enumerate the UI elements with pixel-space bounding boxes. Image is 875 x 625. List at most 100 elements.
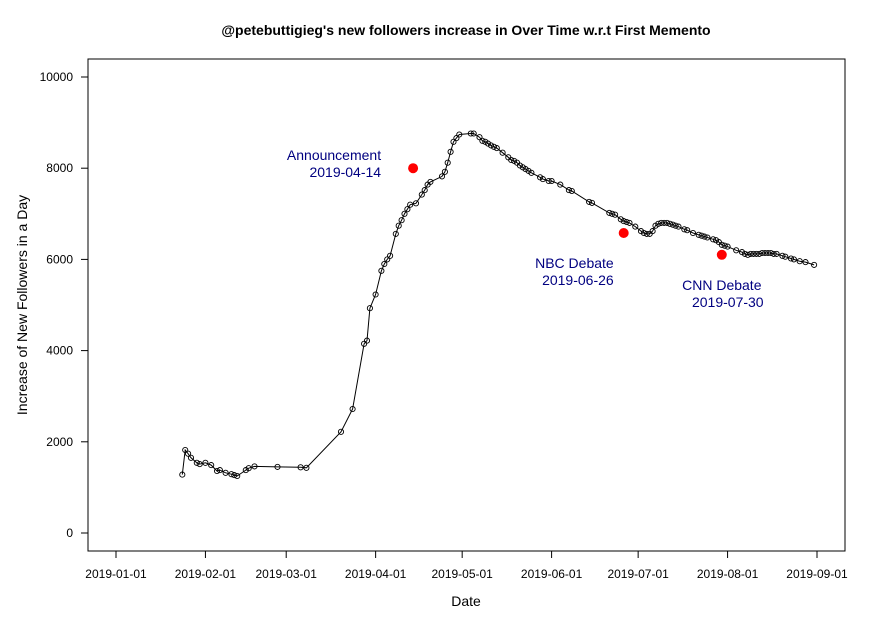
data-point xyxy=(588,199,596,206)
data-point xyxy=(796,258,803,265)
data-point xyxy=(695,231,702,238)
annotation-label: NBC Debate xyxy=(535,255,614,271)
data-point xyxy=(363,337,371,344)
x-tick-label: 2019-06-01 xyxy=(521,567,583,581)
data-point xyxy=(612,211,619,218)
x-tick-label: 2019-03-01 xyxy=(256,567,318,581)
data-point xyxy=(234,472,241,480)
data-point xyxy=(387,252,394,259)
data-point xyxy=(721,242,728,249)
data-point xyxy=(756,250,763,257)
data-point xyxy=(545,177,552,185)
data-point xyxy=(372,291,379,298)
data-point xyxy=(378,267,385,274)
data-point xyxy=(444,159,451,166)
data-point xyxy=(753,250,760,257)
data-point xyxy=(747,250,754,257)
data-point xyxy=(404,206,411,213)
data-point xyxy=(392,230,399,237)
chart-title: @petebuttigieg's new followers increase … xyxy=(221,22,710,38)
highlight-point xyxy=(408,163,419,174)
data-point xyxy=(640,229,647,237)
data-point xyxy=(187,454,195,461)
data-point xyxy=(245,465,252,472)
data-point xyxy=(764,249,772,257)
data-point xyxy=(401,210,408,217)
data-point xyxy=(384,256,391,263)
data-point xyxy=(441,168,448,175)
data-point xyxy=(773,250,780,257)
data-point xyxy=(349,405,356,413)
data-point xyxy=(499,149,506,156)
data-point xyxy=(381,260,388,268)
y-tick-label: 0 xyxy=(66,526,73,540)
data-point xyxy=(366,305,373,312)
data-point xyxy=(216,467,223,474)
data-point xyxy=(470,130,477,137)
data-point xyxy=(681,226,688,233)
data-point xyxy=(672,222,679,229)
data-point xyxy=(770,250,777,257)
data-point xyxy=(802,259,809,266)
data-point xyxy=(609,210,616,217)
highlight-point xyxy=(618,228,629,238)
data-point xyxy=(228,471,235,478)
data-point xyxy=(632,223,639,230)
y-tick-label: 8000 xyxy=(46,161,73,175)
data-point xyxy=(787,255,795,262)
data-point xyxy=(251,463,258,470)
data-point xyxy=(456,131,463,138)
y-tick-label: 10000 xyxy=(40,70,74,84)
data-point xyxy=(626,219,633,226)
data-point xyxy=(724,243,731,250)
annotation-date: 2019-06-26 xyxy=(542,272,614,288)
data-point xyxy=(666,220,673,227)
data-point xyxy=(790,256,797,263)
data-point xyxy=(675,223,682,230)
data-point xyxy=(438,173,446,180)
data-point xyxy=(297,464,304,471)
data-point xyxy=(493,145,500,152)
data-point xyxy=(779,252,786,259)
data-point xyxy=(606,209,613,216)
data-point xyxy=(476,134,483,141)
annotation-date: 2019-07-30 xyxy=(692,294,764,310)
data-point xyxy=(548,177,555,185)
data-point xyxy=(620,218,627,225)
data-point xyxy=(412,200,420,207)
annotation-date: 2019-04-14 xyxy=(309,164,381,180)
data-point xyxy=(487,142,495,149)
x-axis: 2019-01-01 2019-02-01 2019-03-01 2019-04-01… xyxy=(85,550,848,581)
data-point xyxy=(661,219,668,226)
annotation-label: Announcement xyxy=(287,147,381,163)
y-axis-label: Increase of New Followers in a Day xyxy=(14,195,30,415)
data-point xyxy=(649,228,656,235)
data-point xyxy=(767,249,774,257)
data-point xyxy=(202,459,209,466)
data-point xyxy=(208,462,215,469)
data-point xyxy=(762,249,769,257)
data-point xyxy=(467,130,474,137)
data-point xyxy=(193,459,200,466)
data-point xyxy=(539,176,546,183)
data-point xyxy=(655,220,662,227)
data-point xyxy=(418,191,425,198)
data-point xyxy=(490,143,497,150)
annotation-label: CNN Debate xyxy=(682,277,762,293)
data-point xyxy=(185,450,192,457)
data-point xyxy=(427,178,434,185)
y-tick-label: 4000 xyxy=(46,344,73,358)
data-point xyxy=(741,250,748,257)
data-point xyxy=(658,219,665,226)
data-point xyxy=(744,251,751,258)
data-point xyxy=(447,148,454,155)
y-tick-label: 2000 xyxy=(46,435,73,449)
x-tick-label: 2019-07-01 xyxy=(607,567,669,581)
data-point xyxy=(565,187,572,194)
data-point xyxy=(182,446,189,454)
data-point xyxy=(398,217,405,224)
x-tick-label: 2019-02-01 xyxy=(175,567,237,581)
